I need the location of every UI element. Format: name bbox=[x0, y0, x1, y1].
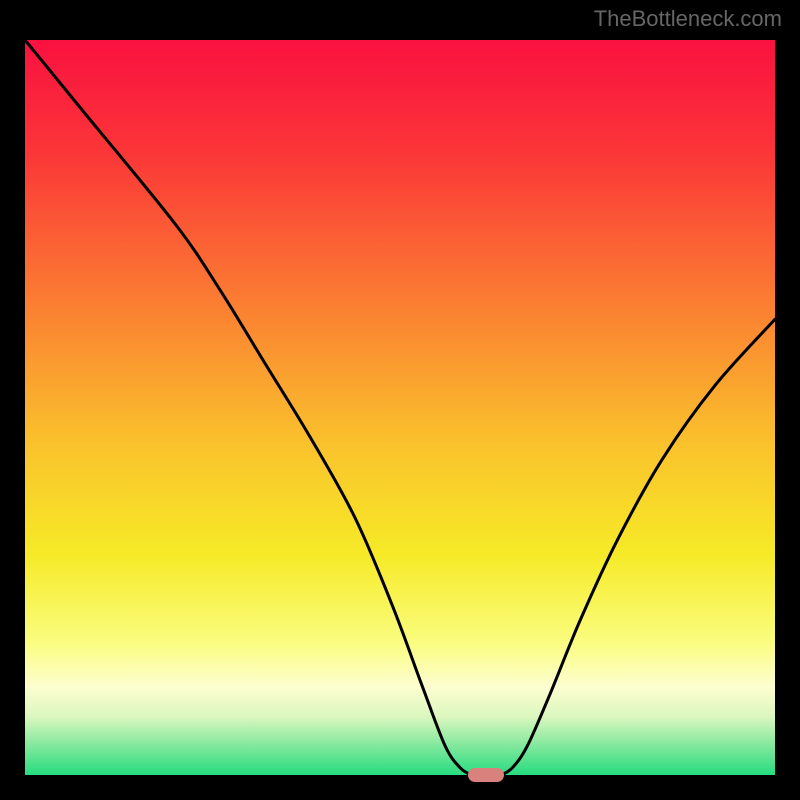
bottleneck-marker bbox=[468, 768, 504, 782]
bottleneck-curve bbox=[0, 0, 800, 800]
curve-path bbox=[25, 40, 775, 775]
chart-stage: TheBottleneck.com bbox=[0, 0, 800, 800]
attribution-label: TheBottleneck.com bbox=[594, 6, 782, 32]
